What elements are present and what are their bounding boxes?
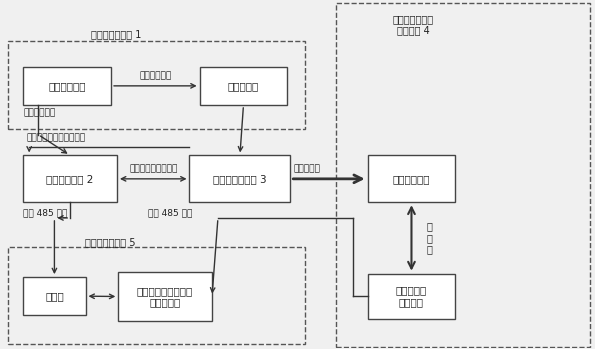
Bar [189,155,290,202]
Text: 电源及滤波模块 1: 电源及滤波模块 1 [91,30,142,40]
Bar [118,272,212,321]
Text: 控制信号和采集信号: 控制信号和采集信号 [129,164,177,173]
Text: 电容滤波板: 电容滤波板 [228,81,259,91]
Text: 提供控制电源: 提供控制电源 [23,108,55,117]
Bar [23,67,111,105]
Text: 上位机: 上位机 [45,291,64,301]
Text: 隔离 485 总线: 隔离 485 总线 [148,208,193,217]
Text: 电机驱动模块 2: 电机驱动模块 2 [46,174,94,184]
Text: 示波器、逻辑分析仪
等测试设备: 示波器、逻辑分析仪 等测试设备 [137,286,193,307]
Text: 驱动模块验证板 3: 驱动模块验证板 3 [213,174,267,184]
Bar [23,277,86,315]
Text: 测功机模拟功率
负载模块 4: 测功机模拟功率 负载模块 4 [393,14,434,36]
Text: 联
轴
器: 联 轴 器 [427,221,432,254]
Bar [336,3,590,347]
Text: 上位机控制系统 5: 上位机控制系统 5 [85,238,136,247]
Text: 外部电源系统: 外部电源系统 [48,81,86,91]
Bar [199,67,287,105]
Bar [8,41,305,129]
Bar [8,247,305,344]
Text: 电机三相线: 电机三相线 [293,164,320,173]
Bar [23,155,117,202]
Text: 三相无刷电机: 三相无刷电机 [393,174,430,184]
Text: 电机测功机
及控制器: 电机测功机 及控制器 [396,285,427,307]
Text: 提供功率电源: 提供功率电源 [139,72,171,81]
Bar [368,155,455,202]
Text: 霍尔信号，形成闭环控制: 霍尔信号，形成闭环控制 [26,134,85,142]
Text: 隔离 485 总线: 隔离 485 总线 [23,208,68,217]
Bar [368,274,455,319]
